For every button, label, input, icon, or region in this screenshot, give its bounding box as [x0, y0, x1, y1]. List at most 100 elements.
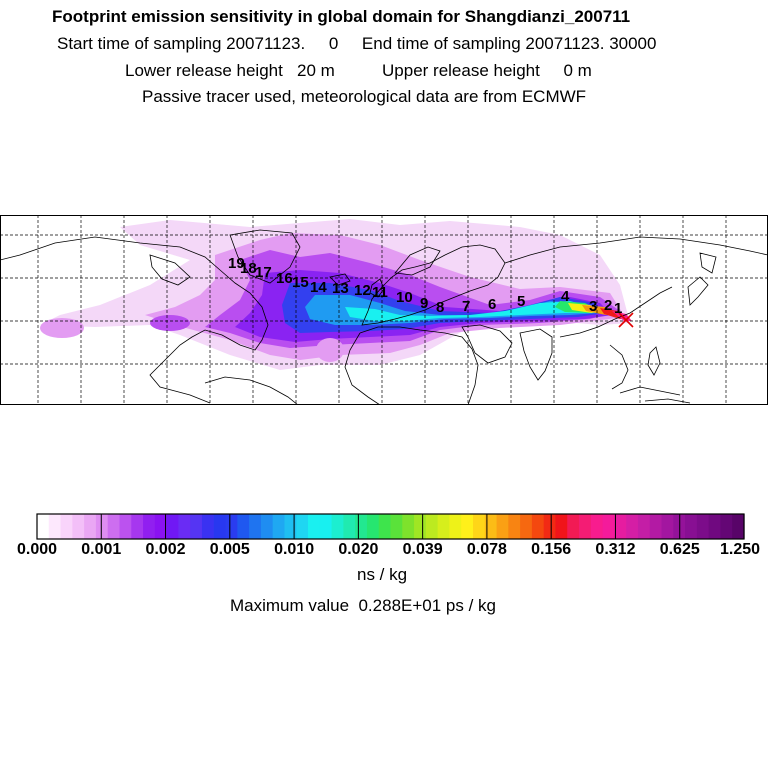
trajectory-label: 6 [488, 296, 496, 313]
colorbar-swatch [60, 514, 73, 539]
trajectory-label: 16 [276, 270, 293, 287]
coast-philippines [647, 346, 661, 376]
colorbar-swatch [284, 514, 297, 539]
colorbar-tick-label: 0.002 [146, 541, 186, 558]
trajectory-label: 7 [462, 298, 470, 315]
colorbar-swatch [237, 514, 250, 539]
colorbar: 0.000 0.001 0.002 0.005 0.010 0.020 0.039 0.078… [17, 513, 760, 558]
trajectory-label: 15 [292, 274, 309, 291]
colorbar-swatch [567, 514, 580, 539]
field-patch [40, 318, 84, 338]
colorbar-tick-label: 0.039 [403, 541, 443, 558]
coast-south-america [204, 376, 299, 405]
colorbar-labels: 0.000 0.001 0.002 0.005 0.010 0.020 0.039 0.078… [17, 541, 760, 558]
coast-africa [344, 326, 479, 405]
colorbar-swatch [531, 514, 545, 539]
colorbar-swatch [272, 514, 286, 539]
colorbar-swatches [37, 514, 745, 539]
trajectory-label: 19 [228, 255, 245, 272]
colorbar-swatch [543, 514, 557, 539]
colorbar-tick-label: 0.005 [210, 541, 250, 558]
colorbar-swatch [555, 514, 568, 539]
coast-india [519, 328, 553, 381]
colorbar-swatch [614, 514, 627, 539]
colorbar-swatch [472, 514, 486, 539]
colorbar-swatch [449, 514, 462, 539]
colorbar-swatch [355, 514, 368, 539]
graticule [0, 215, 768, 405]
colorbar-swatch [166, 514, 179, 539]
colorbar-swatch [602, 514, 615, 539]
colorbar-swatch [696, 514, 710, 539]
plot-title: Footprint emission sensitivity in global… [52, 7, 631, 26]
colorbar-swatch [508, 514, 521, 539]
colorbar-swatch [437, 514, 451, 539]
field-patch [150, 315, 190, 331]
coast-arabia [461, 324, 513, 364]
trajectory-label: 8 [436, 299, 444, 316]
colorbar-swatch [343, 514, 356, 539]
colorbar-swatch [178, 514, 191, 539]
colorbar-swatch [131, 514, 144, 539]
trajectory-label: 5 [517, 293, 525, 310]
trajectory-label: 9 [420, 295, 428, 312]
units-label: ns / kg [357, 565, 408, 584]
colorbar-swatch [626, 514, 639, 539]
colorbar-swatch [37, 514, 50, 539]
colorbar-swatch [414, 514, 427, 539]
tracer-info-line: Passive tracer used, meteorological data… [142, 87, 587, 106]
trajectory-label: 11 [372, 284, 388, 301]
colorbar-swatch [496, 514, 509, 539]
colorbar-swatch [461, 514, 474, 539]
colorbar-swatch [201, 514, 215, 539]
colorbar-swatch [579, 514, 592, 539]
site-marker [618, 312, 634, 328]
colorbar-swatch [213, 514, 227, 539]
field-patch [316, 338, 344, 362]
colorbar-tick-label: 0.001 [81, 541, 121, 558]
colorbar-swatch [708, 514, 722, 539]
trajectory-label: 4 [561, 288, 570, 305]
colorbar-tick-label: 0.156 [531, 541, 571, 558]
trajectory-label: 12 [354, 282, 371, 299]
footprint-map: x 19 18 17 16 15 14 13 12 11 10 9 8 7 6 … [0, 215, 768, 405]
colorbar-swatch [95, 514, 109, 539]
coast-greenland [229, 229, 301, 284]
trajectory-label: 1 [614, 300, 622, 317]
colorbar-swatch [649, 514, 663, 539]
coast-hudson-bay [149, 254, 191, 286]
colorbar-swatch [685, 514, 698, 539]
colorbar-swatch [425, 514, 439, 539]
colorbar-swatch [720, 514, 733, 539]
colorbar-swatch [637, 514, 651, 539]
colorbar-swatch [366, 514, 380, 539]
colorbar-swatch [225, 514, 238, 539]
coast-scandinavia [394, 246, 441, 276]
release-height-line: Lower release height 20 m Upper release … [125, 61, 592, 80]
colorbar-tick-label: 0.020 [338, 541, 378, 558]
trajectory-label: 18 [240, 260, 257, 277]
colorbar-tick-label: 0.000 [17, 541, 57, 558]
colorbar-swatch [402, 514, 415, 539]
colorbar-swatch [390, 514, 403, 539]
colorbar-tick-label: 0.010 [274, 541, 314, 558]
trajectory-label: 17 [255, 264, 272, 281]
colorbar-frame [36, 513, 745, 540]
colorbar-swatch [378, 514, 392, 539]
sensitivity-field [40, 219, 632, 370]
colorbar-swatch [107, 514, 121, 539]
coast-british-isles [369, 278, 385, 298]
trajectory-label: 14 [310, 279, 327, 296]
trajectory-label: 3 [589, 298, 597, 315]
colorbar-swatch [661, 514, 674, 539]
colorbar-swatch [48, 514, 62, 539]
colorbar-swatch [590, 514, 604, 539]
coast-europe [361, 244, 506, 326]
colorbar-tick-label: 0.312 [595, 541, 635, 558]
colorbar-swatch [84, 514, 97, 539]
colorbar-swatch [143, 514, 156, 539]
trajectory-label: 2 [604, 297, 612, 314]
colorbar-swatch [249, 514, 262, 539]
colorbar-swatch [154, 514, 168, 539]
colorbar-swatch [319, 514, 333, 539]
